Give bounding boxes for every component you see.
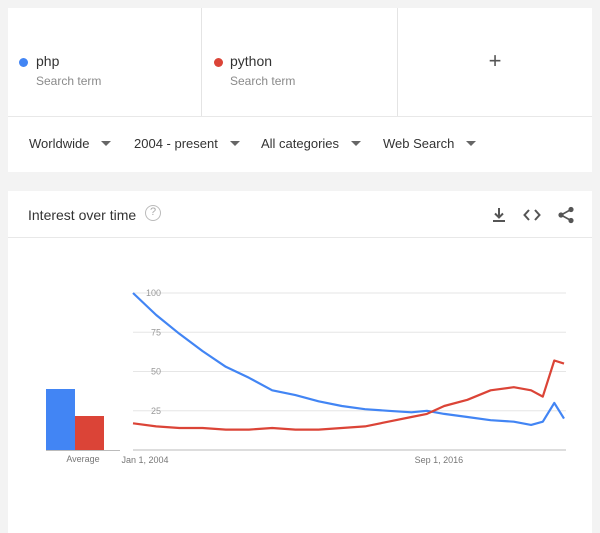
chart-title: Interest over time (28, 207, 137, 223)
y-tick-label: 100 (146, 288, 161, 298)
term-name: python (230, 53, 273, 69)
property-dropdown[interactable]: Web Search (383, 136, 477, 151)
region-dropdown[interactable]: Worldwide (29, 136, 112, 151)
series-line-php (132, 292, 565, 426)
term-color-dot-php (19, 58, 28, 67)
caret-down-icon (101, 141, 112, 146)
interest-over-time-card: Interest over time ? Average 25 50 75 100 Ja… (8, 191, 592, 533)
term-subtitle: Search term (36, 74, 102, 88)
caret-down-icon (229, 141, 240, 146)
y-tick-label: 50 (151, 367, 161, 377)
region-label: Worldwide (29, 136, 90, 151)
filters-bar: Worldwide 2004 - present All categories … (8, 116, 592, 172)
property-label: Web Search (383, 136, 455, 151)
search-terms-card: php Search term python Search term + (8, 8, 592, 116)
chart-header: Interest over time ? (8, 191, 592, 238)
series-line-python (132, 359, 565, 431)
embed-icon[interactable] (522, 205, 542, 225)
search-term-python[interactable]: python Search term (201, 8, 397, 116)
caret-down-icon (466, 141, 477, 146)
category-dropdown[interactable]: All categories (261, 136, 362, 151)
interest-line-chart[interactable]: 25 50 75 100 Jan 1, 2004 Sep 1, 2016 (8, 191, 592, 533)
download-icon[interactable] (489, 205, 509, 225)
average-label: Average (66, 454, 100, 464)
term-subtitle: Search term (230, 74, 296, 88)
term-color-dot-python (214, 58, 223, 67)
plus-icon: + (488, 48, 502, 73)
share-icon[interactable] (556, 205, 576, 225)
time-range-dropdown[interactable]: 2004 - present (134, 136, 240, 151)
average-bar-php (46, 389, 75, 450)
caret-down-icon (351, 141, 362, 146)
average-bar-python (75, 416, 104, 450)
search-term-php[interactable]: php Search term (8, 8, 201, 116)
help-icon[interactable]: ? (145, 205, 161, 221)
x-tick-label: Jan 1, 2004 (121, 455, 168, 465)
y-tick-label: 75 (151, 327, 161, 337)
average-axis (46, 450, 120, 451)
term-name: php (36, 53, 60, 69)
y-tick-label: 25 (151, 406, 161, 416)
add-comparison-button[interactable]: + (397, 8, 592, 116)
category-label: All categories (261, 136, 340, 151)
time-range-label: 2004 - present (134, 136, 218, 151)
x-tick-label: Sep 1, 2016 (415, 455, 464, 465)
